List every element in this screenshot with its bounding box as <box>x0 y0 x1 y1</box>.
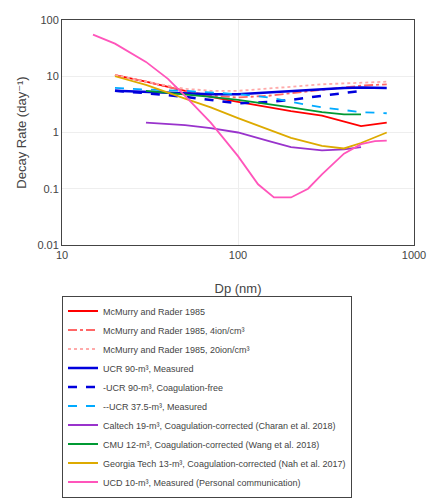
svg-text:10: 10 <box>56 249 68 261</box>
svg-text:10: 10 <box>47 70 59 82</box>
svg-text:0.01: 0.01 <box>37 239 58 251</box>
svg-text:McMurry and Rader 1985, 4ion/c: McMurry and Rader 1985, 4ion/cm³ <box>103 326 245 336</box>
svg-text:100: 100 <box>40 14 58 26</box>
svg-text:Decay Rate (day⁻¹): Decay Rate (day⁻¹) <box>14 76 29 188</box>
svg-text:CMU 12-m³, Coagulation-correct: CMU 12-m³, Coagulation-corrected (Wang e… <box>103 440 319 450</box>
svg-text:UCR 90-m³, Measured: UCR 90-m³, Measured <box>103 364 194 374</box>
svg-text:--UCR 37.5-m³, Measured: --UCR 37.5-m³, Measured <box>103 402 207 412</box>
svg-text:1: 1 <box>53 126 59 138</box>
svg-text:UCD 10-m³, Measured (Personal: UCD 10-m³, Measured (Personal communicat… <box>103 478 301 488</box>
svg-text:Caltech 19-m³, Coagulation-cor: Caltech 19-m³, Coagulation-corrected (Ch… <box>103 421 336 431</box>
svg-text:1000: 1000 <box>402 249 426 261</box>
svg-text:0.1: 0.1 <box>44 183 59 195</box>
svg-text:McMurry and Rader 1985: McMurry and Rader 1985 <box>103 307 205 317</box>
svg-text:McMurry and Rader 1985, 20ion/: McMurry and Rader 1985, 20ion/cm³ <box>103 345 250 355</box>
svg-text:100: 100 <box>229 249 247 261</box>
svg-text:-UCR 90-m³, Coagulation-free: -UCR 90-m³, Coagulation-free <box>103 383 223 393</box>
svg-text:Georgia Tech 13-m³, Coagulatio: Georgia Tech 13-m³, Coagulation-correcte… <box>103 459 345 469</box>
svg-text:Dp (nm): Dp (nm) <box>215 281 262 296</box>
